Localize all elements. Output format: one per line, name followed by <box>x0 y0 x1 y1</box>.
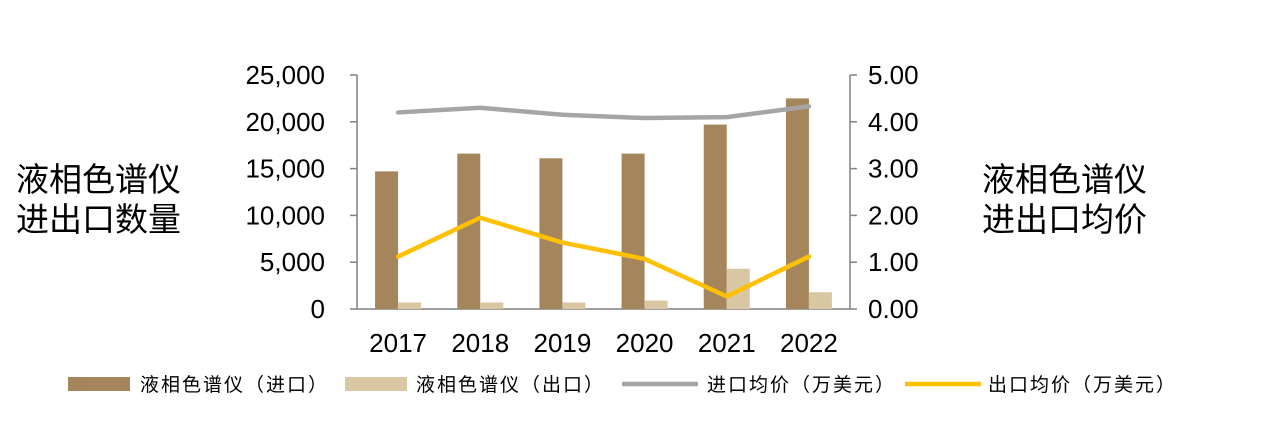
left-axis-label-line-1: 液相色谱仪 <box>16 160 181 199</box>
tick-labels: 0 5,000 10,000 15,000 20,000 25,000 0.00 1.00 2.… <box>245 60 918 358</box>
right-tick-label: 5.00 <box>868 60 919 90</box>
bar-import <box>457 153 481 309</box>
legend-swatch <box>68 377 130 391</box>
legend-label: 出口均价（万美元） <box>988 374 1177 396</box>
left-tick-label: 20,000 <box>245 107 325 137</box>
x-tick-label: 2018 <box>451 328 509 358</box>
bar-import <box>621 153 645 309</box>
left-tick-label: 15,000 <box>245 154 325 184</box>
x-tick-label: 2020 <box>616 328 674 358</box>
left-axis-label-line-2: 进出口数量 <box>16 200 181 239</box>
bar-import <box>375 171 399 309</box>
legend-label: 液相色谱仪（进口） <box>140 374 329 396</box>
right-axis-label: 液相色谱仪 进出口均价 <box>982 160 1147 240</box>
legend-swatch <box>345 377 407 391</box>
bar-export <box>480 302 504 309</box>
bar-import <box>703 124 727 309</box>
bar-export <box>644 300 668 309</box>
legend-label: 进口均价（万美元） <box>707 374 896 396</box>
lines <box>395 104 812 299</box>
left-tick-label: 25,000 <box>245 60 325 90</box>
left-axis-label: 液相色谱仪 进出口数量 <box>16 160 181 240</box>
bar-export <box>398 302 422 309</box>
axes <box>350 74 857 310</box>
right-tick-label: 1.00 <box>868 247 919 277</box>
series-line-export-avg-price <box>395 215 812 299</box>
bars <box>375 98 832 310</box>
right-tick-label: 2.00 <box>868 200 919 230</box>
bar-import <box>785 98 809 310</box>
right-axis-label-line-2: 进出口均价 <box>982 200 1147 239</box>
left-tick-label: 10,000 <box>245 200 325 230</box>
x-tick-label: 2022 <box>780 328 838 358</box>
legend-label: 液相色谱仪（出口） <box>416 374 605 396</box>
x-tick-label: 2017 <box>369 328 427 358</box>
left-tick-label: 5,000 <box>260 247 325 277</box>
bar-import <box>539 158 563 309</box>
bar-export <box>562 302 586 309</box>
x-tick-label: 2021 <box>698 328 756 358</box>
right-tick-label: 4.00 <box>868 107 919 137</box>
right-tick-label: 0.00 <box>868 294 919 324</box>
left-tick-label: 0 <box>311 294 325 324</box>
right-axis-label-line-1: 液相色谱仪 <box>982 160 1147 199</box>
bar-export <box>808 292 832 309</box>
series-line-import-avg-price <box>395 104 812 121</box>
right-tick-label: 3.00 <box>868 154 919 184</box>
legend: 液相色谱仪（进口） 液相色谱仪（出口） 进口均价（万美元） 出口均价（万美元） <box>68 374 1177 396</box>
x-tick-label: 2019 <box>533 328 591 358</box>
